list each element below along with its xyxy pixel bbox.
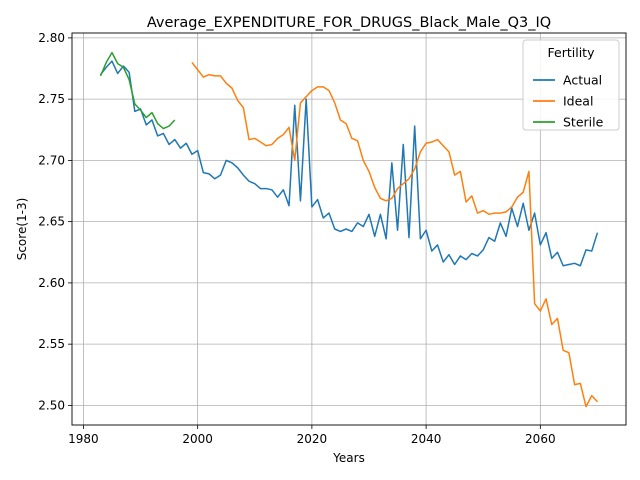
x-tick-label: 2000 <box>182 432 213 446</box>
y-tick-label: 2.80 <box>38 31 65 45</box>
series-line-ideal <box>191 61 598 408</box>
legend-entry-actual: Actual <box>563 73 602 88</box>
y-tick-label: 2.75 <box>38 92 65 106</box>
y-tick-label: 2.50 <box>38 398 65 412</box>
legend-box <box>522 39 620 131</box>
legend-entry-ideal: Ideal <box>563 94 593 109</box>
legend-entry-sterile: Sterile <box>563 115 604 130</box>
x-axis-label: Years <box>332 451 365 465</box>
y-tick-label: 2.70 <box>38 153 65 167</box>
legend-title: Fertility <box>548 45 596 60</box>
x-axis-ticks: 1980 2000 2020 2040 2060 <box>68 425 556 446</box>
series-lines <box>99 51 599 408</box>
series-line-sterile <box>99 51 176 130</box>
y-axis-ticks: 2.50 2.55 2.60 2.65 2.70 2.75 2.80 <box>38 31 72 412</box>
x-tick-label: 2020 <box>297 432 328 446</box>
x-tick-label: 2040 <box>411 432 442 446</box>
x-tick-label: 2060 <box>525 432 556 446</box>
y-tick-label: 2.60 <box>38 276 65 290</box>
plot-frame <box>71 32 627 426</box>
series-line-actual <box>99 60 599 267</box>
y-axis-label: Score(1-3) <box>15 198 29 261</box>
y-tick-label: 2.55 <box>38 337 65 351</box>
legend: Fertility Actual Ideal Sterile <box>522 39 620 131</box>
x-tick-label: 1980 <box>68 432 99 446</box>
y-tick-label: 2.65 <box>38 215 65 229</box>
chart-title: Average_EXPENDITURE_FOR_DRUGS_Black_Male… <box>147 15 551 31</box>
